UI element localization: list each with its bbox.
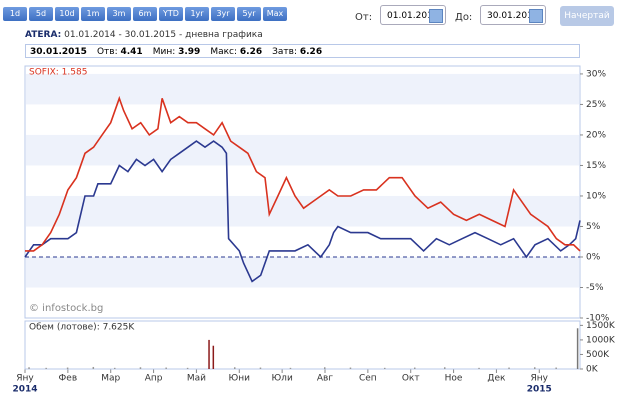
range-button[interactable]: 5d	[29, 7, 53, 21]
y-tick-label: 25%	[586, 100, 606, 110]
to-label: До:	[455, 12, 473, 23]
y-tick-label: 20%	[586, 130, 606, 140]
volume-title: Обем (лотове): 7.625K	[29, 323, 135, 333]
x-tick-label: Мар	[101, 374, 120, 384]
x-tick-label: Ное	[445, 374, 463, 384]
grid-band	[26, 134, 579, 166]
volume-bar	[289, 367, 292, 369]
info-label: Мин:	[152, 47, 176, 57]
from-label: От:	[355, 12, 373, 23]
to-value: 30.01.2015	[487, 11, 539, 21]
info-bar: 30.01.2015 Отв: 4.41 Мин: 3.99 Макс: 6.26 За…	[25, 44, 580, 58]
range-button[interactable]: Max	[263, 7, 287, 21]
line-series	[24, 140, 581, 283]
y-tick-label: -5%	[586, 283, 604, 293]
volume-bar	[555, 367, 557, 369]
volume-bar	[234, 367, 236, 369]
info-value: 4.41	[120, 47, 143, 57]
range-button[interactable]: 1yr	[185, 7, 209, 21]
range-button[interactable]: YTD	[159, 7, 183, 21]
volume-bar	[508, 367, 510, 369]
volume-bar	[208, 339, 210, 369]
y-tick-label: 0%	[586, 252, 601, 262]
from-input[interactable]: 01.01.2014	[380, 5, 446, 25]
y-tick-label: 0K	[586, 365, 599, 375]
info-label: Затв:	[272, 47, 297, 57]
x-tick-label: Май	[187, 374, 206, 384]
range-button[interactable]: 3m	[107, 7, 131, 21]
info-label: Отв:	[96, 47, 118, 57]
info-value: 6.26	[239, 47, 263, 57]
x-tick-label: Юни	[229, 374, 251, 384]
y-tick-label: 10%	[586, 191, 606, 201]
volume-bar	[45, 367, 47, 369]
grid-band	[26, 195, 579, 227]
volume-bar	[92, 366, 95, 369]
x-year-label: 2015	[527, 385, 552, 395]
volume-bar	[212, 345, 215, 369]
grid-band	[26, 256, 579, 288]
legend-entry: SOFIX: 1.585	[29, 68, 87, 78]
volume-bar	[349, 367, 352, 369]
y-tick-label: 1500K	[586, 321, 616, 331]
x-year-label: 2014	[12, 385, 37, 395]
x-tick-label: Окт	[402, 374, 420, 384]
range-buttons: 1d 5d 10d 1m 3m 6m YTD 1yr 3yr 5yr Max	[3, 7, 287, 21]
x-tick-label: Фев	[59, 374, 78, 384]
range-button[interactable]: 1m	[81, 7, 105, 21]
volume-bar	[186, 367, 189, 369]
x-tick-label: Авг	[317, 374, 333, 384]
calendar-icon[interactable]	[529, 9, 543, 23]
range-button[interactable]: 3yr	[211, 7, 235, 21]
volume-bar	[139, 367, 142, 369]
grid-band	[26, 73, 579, 105]
volume-bar	[576, 328, 579, 369]
volume-bar	[534, 367, 536, 369]
symbol: ATERA:	[25, 30, 62, 40]
volume-bar	[478, 367, 480, 369]
period: 01.01.2014 - 30.01.2015 - дневна графика	[64, 30, 263, 40]
x-tick-label: Апр	[145, 374, 163, 384]
x-tick-label: Яну	[16, 374, 34, 384]
range-button[interactable]: 6m	[133, 7, 157, 21]
volume-bar	[165, 367, 167, 369]
volume-bar	[384, 367, 386, 369]
from-value: 01.01.2014	[387, 11, 439, 21]
range-button[interactable]: 10d	[55, 7, 79, 21]
to-input[interactable]: 30.01.2015	[480, 5, 546, 25]
volume-area	[24, 320, 581, 370]
y-tick-label: 5%	[586, 222, 601, 232]
x-tick-label: Юли	[271, 374, 292, 384]
line-series	[25, 95, 581, 252]
info-date: 30.01.2015	[30, 47, 87, 57]
x-tick-label: Сеп	[359, 374, 377, 384]
range-button[interactable]: 1d	[3, 7, 27, 21]
x-tick-label: Дек	[487, 374, 506, 384]
draw-button[interactable]: Начертай	[560, 6, 614, 26]
x-tick-label: Яну	[531, 374, 549, 384]
volume-bar	[444, 367, 446, 369]
volume-bar	[66, 367, 69, 369]
info-value: 6.26	[299, 47, 323, 57]
y-tick-label: 1000K	[586, 335, 616, 345]
volume-bar	[28, 367, 30, 369]
volume-bar	[114, 367, 116, 369]
info-value: 3.99	[178, 47, 201, 57]
volume-bar	[259, 367, 262, 369]
y-tick-label: 500K	[586, 350, 610, 360]
volume-bar	[324, 367, 326, 369]
header: ATERA: 01.01.2014 - 30.01.2015 - дневна …	[25, 30, 263, 40]
y-tick-label: -10%	[586, 314, 610, 324]
watermark: © infostock.bg	[29, 303, 103, 314]
y-tick-label: 30%	[586, 69, 606, 79]
info-label: Макс:	[210, 47, 238, 57]
volume-bar	[414, 367, 416, 369]
range-button[interactable]: 5yr	[237, 7, 261, 21]
calendar-icon[interactable]	[429, 9, 443, 23]
y-tick-label: 15%	[586, 161, 606, 171]
